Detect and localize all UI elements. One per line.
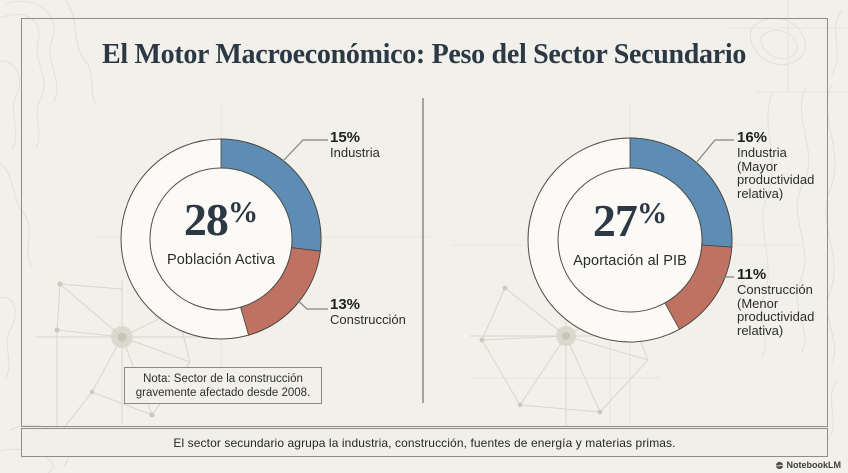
center-value-poblacion: 28% (183, 194, 259, 245)
segment-value: 13% (330, 296, 361, 313)
center-label-pib: Aportación al PIB (573, 253, 687, 269)
donut-center-right: 27% Aportación al PIB (540, 195, 720, 269)
donut-center-left: 28% Población Activa (131, 194, 311, 268)
watermark-label: NotebookLM (786, 460, 842, 470)
callout-construccion-left: 13% Construcción (330, 296, 406, 327)
center-divider (422, 98, 424, 403)
footer-text: El sector secundario agrupa la industria… (173, 435, 676, 450)
segment-sublabel: (Menor productividad relativa) (737, 295, 815, 338)
note-line-2: gravemente afectado desde 2008. (135, 386, 311, 399)
notebooklm-logo-icon (775, 461, 783, 469)
page-title: El Motor Macroeconómico: Peso del Sector… (101, 39, 747, 70)
segment-label: Construcción (737, 282, 813, 297)
note-line-1: Nota: Sector de la construcción (143, 372, 303, 385)
center-label-poblacion: Población Activa (167, 252, 275, 268)
segment-sublabel: (Mayor productividad relativa) (737, 158, 815, 201)
callout-construccion-right: 11% Construcción (Menor productividad re… (737, 266, 831, 337)
segment-label: Industria (330, 145, 380, 160)
segment-value: 11% (737, 266, 767, 283)
segment-label: Construcción (330, 312, 406, 327)
segment-value: 15% (330, 129, 361, 146)
note-box: Nota: Sector de la construcción gravemen… (124, 367, 322, 404)
callout-industria-left: 15% Industria (330, 129, 380, 160)
segment-label: Industria (737, 145, 787, 160)
segment-value: 16% (737, 129, 768, 146)
center-value-pib: 27% (592, 195, 668, 246)
notebooklm-watermark: NotebookLM (775, 459, 842, 471)
percent-sign: % (227, 195, 259, 230)
callout-industria-right: 16% Industria (Mayor productividad relat… (737, 129, 831, 200)
percent-sign: % (636, 196, 668, 231)
footer-bar: El sector secundario agrupa la industria… (21, 428, 828, 457)
